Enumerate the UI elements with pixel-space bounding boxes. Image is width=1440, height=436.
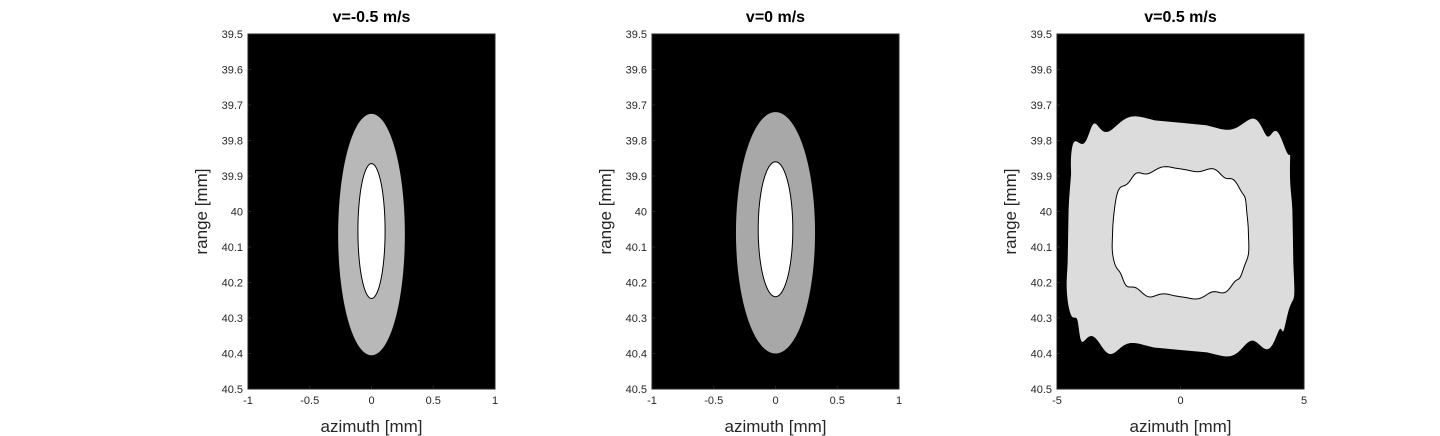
y-tick-label: 40.4 xyxy=(1031,349,1052,361)
panel-title: v=0.5 m/s xyxy=(1144,9,1217,26)
inner-ellipse-region xyxy=(357,163,386,299)
y-axis-ticks: 39.5 39.6 39.7 39.8 39.9 40 40.1 40.2 40.3 40.4 40… xyxy=(626,29,655,396)
y-tick-label: 39.9 xyxy=(222,171,243,183)
y-tick-label: 39.5 xyxy=(222,29,243,41)
x-tick-label: -5 xyxy=(1052,395,1062,407)
panel-v-0: v=0 m/s -1 -0.5 0 0.5 1 39.5 39.6 39.7 39.8 39.9… xyxy=(596,9,902,436)
y-axis-label: range [mm] xyxy=(1001,169,1020,255)
y-axis-label: range [mm] xyxy=(192,169,211,255)
y-tick-label: 40.1 xyxy=(626,242,647,254)
x-axis-label: azimuth [mm] xyxy=(1129,417,1231,436)
y-tick-label: 40 xyxy=(231,207,243,219)
panel-v-plus-0-5: v=0.5 m/s -5 0 5 39.5 39.6 39.7 39.8 39.9 40 40.… xyxy=(1001,9,1307,436)
y-tick-label: 40.3 xyxy=(1031,313,1052,325)
x-tick-label: -0.5 xyxy=(300,395,319,407)
y-tick-label: 40.5 xyxy=(222,384,243,396)
x-axis-label: azimuth [mm] xyxy=(320,417,422,436)
y-tick-label: 40.3 xyxy=(222,313,243,325)
y-tick-label: 40.2 xyxy=(222,278,243,290)
y-tick-label: 40.2 xyxy=(1031,278,1052,290)
panel-title: v=0 m/s xyxy=(746,9,805,26)
x-tick-label: 1 xyxy=(896,395,902,407)
y-tick-label: 39.6 xyxy=(626,65,647,77)
panel-v-minus-0-5: v=-0.5 m/s -1 -0.5 0 0.5 1 39.539.639.739.83… xyxy=(192,9,498,436)
y-tick-label: 40.4 xyxy=(626,349,647,361)
x-tick-label: 5 xyxy=(1301,395,1307,407)
x-tick-label: 0.5 xyxy=(830,395,845,407)
x-tick-label: 1 xyxy=(492,395,498,407)
inner-ellipse-region xyxy=(757,161,794,298)
y-tick-label: 40.1 xyxy=(222,242,243,254)
x-tick-label: -1 xyxy=(647,395,657,407)
y-tick-label: 39.9 xyxy=(626,171,647,183)
y-tick-label: 39.8 xyxy=(222,136,243,148)
y-tick-label: 39.9 xyxy=(1031,171,1052,183)
panel-title: v=-0.5 m/s xyxy=(333,9,411,26)
inner-core-region xyxy=(1111,166,1250,300)
y-tick-label: 40 xyxy=(1040,207,1052,219)
x-tick-label: 0 xyxy=(368,395,374,407)
y-tick-label: 40.2 xyxy=(626,278,647,290)
y-tick-label: 39.5 xyxy=(1031,29,1052,41)
y-tick-label: 39.7 xyxy=(1031,100,1052,112)
x-tick-label: -1 xyxy=(243,395,253,407)
x-axis-label: azimuth [mm] xyxy=(724,417,826,436)
y-tick-label: 40.1 xyxy=(1031,242,1052,254)
y-tick-label: 39.6 xyxy=(1031,65,1052,77)
y-axis-ticks: 39.5 39.6 39.7 39.8 39.9 40 40.1 40.2 40.3 40.4 40… xyxy=(1031,29,1060,396)
y-tick-label: 39.8 xyxy=(1031,136,1052,148)
y-tick-label: 39.5 xyxy=(626,29,647,41)
y-tick-label: 39.6 xyxy=(222,65,243,77)
y-tick-label: 39.8 xyxy=(626,136,647,148)
y-tick-label: 40.4 xyxy=(222,349,243,361)
y-tick-label: 40.3 xyxy=(626,313,647,325)
y-tick-label: 40 xyxy=(635,207,647,219)
x-axis-ticks: -1 -0.5 0 0.5 1 xyxy=(243,386,498,407)
x-tick-label: -0.5 xyxy=(704,395,723,407)
y-tick-label: 40.5 xyxy=(626,384,647,396)
y-tick-label: 39.7 xyxy=(222,100,243,112)
x-tick-label: 0 xyxy=(772,395,778,407)
x-tick-label: 0 xyxy=(1177,395,1183,407)
y-tick-label: 39.7 xyxy=(626,100,647,112)
y-axis-ticks: 39.5 39.6 39.7 39.8 39.9 40 40.1 40.2 40.3 40.4 40… xyxy=(222,29,251,396)
x-axis-ticks: -1 -0.5 0 0.5 1 xyxy=(647,386,902,407)
y-axis-label: range [mm] xyxy=(596,169,615,255)
y-tick-label: 40.5 xyxy=(1031,384,1052,396)
x-tick-label: 0.5 xyxy=(426,395,441,407)
